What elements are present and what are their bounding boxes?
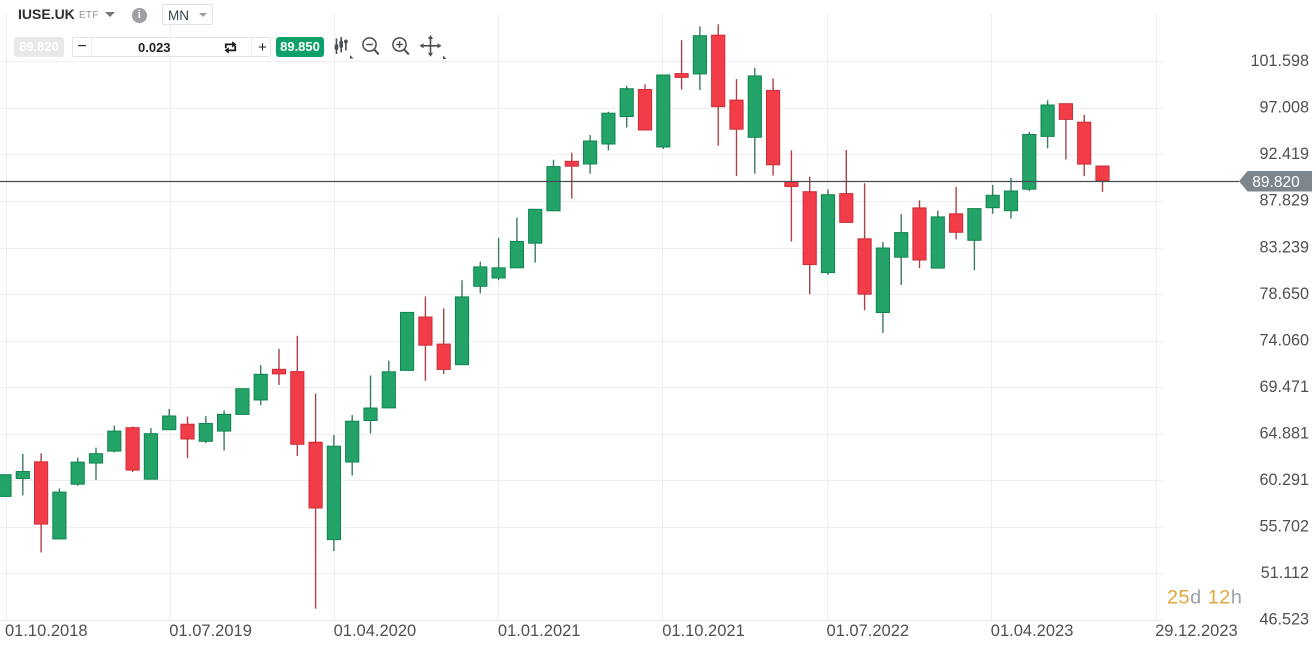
svg-text:01.07.2019: 01.07.2019 bbox=[169, 622, 252, 640]
svg-text:46.523: 46.523 bbox=[1259, 611, 1309, 629]
svg-text:97.008: 97.008 bbox=[1259, 99, 1309, 117]
svg-text:69.471: 69.471 bbox=[1259, 378, 1309, 396]
svg-text:78.650: 78.650 bbox=[1259, 285, 1309, 303]
svg-text:01.10.2021: 01.10.2021 bbox=[662, 622, 745, 640]
svg-text:89.820: 89.820 bbox=[1252, 174, 1300, 191]
svg-text:29.12.2023: 29.12.2023 bbox=[1155, 622, 1238, 640]
svg-text:64.881: 64.881 bbox=[1259, 424, 1309, 442]
svg-text:87.829: 87.829 bbox=[1259, 192, 1309, 210]
svg-text:51.112: 51.112 bbox=[1261, 564, 1309, 582]
svg-text:25d 12h: 25d 12h bbox=[1167, 587, 1242, 609]
svg-text:55.702: 55.702 bbox=[1259, 518, 1309, 536]
svg-text:92.419: 92.419 bbox=[1259, 145, 1309, 163]
svg-text:01.10.2018: 01.10.2018 bbox=[5, 622, 88, 640]
svg-text:74.060: 74.060 bbox=[1259, 331, 1309, 349]
svg-text:01.04.2020: 01.04.2020 bbox=[334, 622, 417, 640]
svg-text:01.01.2021: 01.01.2021 bbox=[498, 622, 581, 640]
svg-text:101.598: 101.598 bbox=[1250, 52, 1309, 70]
svg-text:60.291: 60.291 bbox=[1259, 471, 1309, 489]
svg-text:01.04.2023: 01.04.2023 bbox=[991, 622, 1074, 640]
svg-text:01.07.2022: 01.07.2022 bbox=[827, 622, 910, 640]
svg-text:83.239: 83.239 bbox=[1259, 238, 1309, 256]
